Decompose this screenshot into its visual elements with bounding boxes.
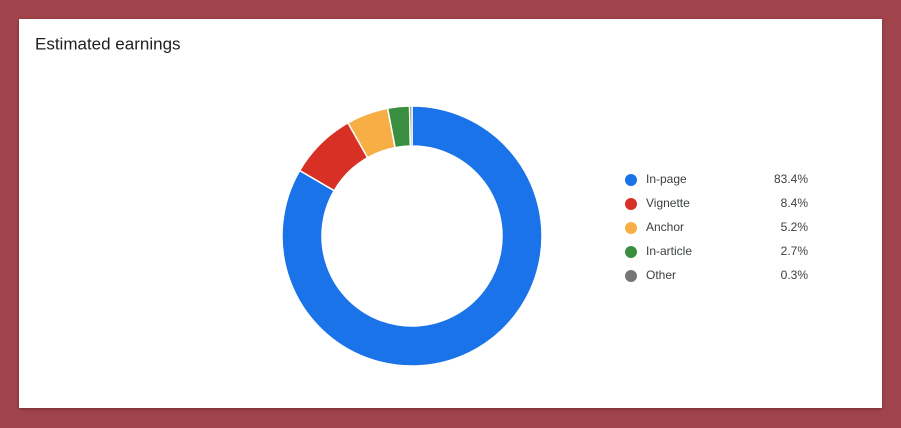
legend-swatch — [625, 222, 637, 234]
slice — [281, 105, 543, 367]
legend-value: 0.3% — [781, 268, 809, 282]
legend-value: 8.4% — [781, 196, 809, 210]
legend-label: Anchor — [646, 220, 684, 234]
legend-label: Vignette — [646, 196, 690, 210]
chart: Estimated earnings In-page 83.4% Vignette 8… — [35, 34, 809, 367]
card: Estimated earnings In-page 83.4% Vignette 8… — [19, 19, 882, 408]
legend-value: 83.4% — [774, 172, 808, 186]
legend-swatch — [625, 246, 637, 258]
legend-swatch — [625, 174, 637, 186]
legend-swatch — [625, 198, 637, 210]
legend-swatch — [625, 270, 637, 282]
legend-label: Other — [646, 268, 676, 282]
legend-value: 5.2% — [781, 220, 809, 234]
legend-label: In-page — [646, 172, 687, 186]
slice — [408, 105, 413, 147]
chart-title: Estimated earnings — [35, 34, 181, 53]
legend-value: 2.7% — [781, 244, 809, 258]
legend-label: In-article — [646, 244, 692, 258]
